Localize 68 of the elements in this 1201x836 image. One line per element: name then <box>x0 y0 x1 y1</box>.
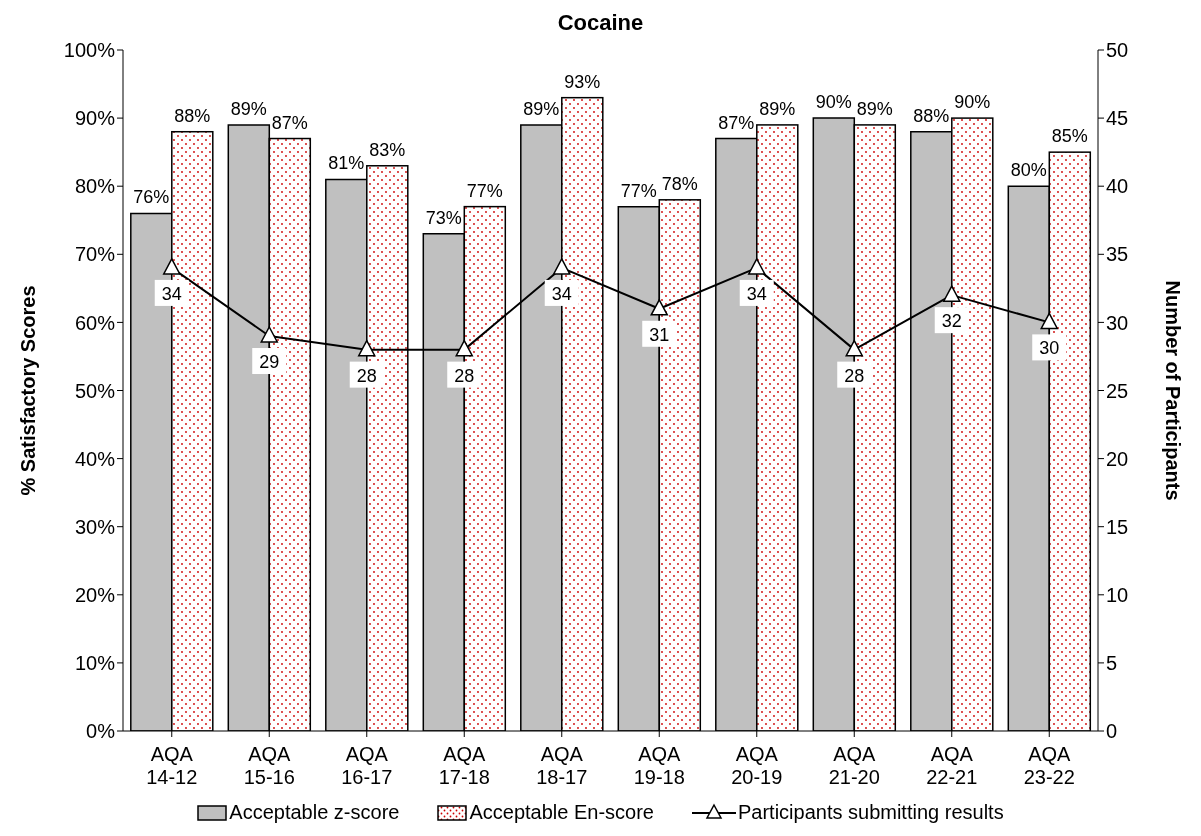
data-label: 28 <box>356 365 377 386</box>
data-label: 88% <box>913 105 950 126</box>
data-label: 80% <box>1010 160 1047 181</box>
y-tick-label: 90% <box>74 107 116 130</box>
y2-tick-label: 40 <box>1106 175 1129 198</box>
legend-label: Participants submitting results <box>737 801 1004 824</box>
x-tick-label: AQA 14-12 <box>146 743 198 788</box>
legend-label: Acceptable En-score <box>469 801 654 824</box>
data-label: 87% <box>718 112 755 133</box>
data-label: 83% <box>369 139 406 160</box>
data-label: 81% <box>328 153 365 174</box>
x-tick-label: AQA 15-16 <box>243 743 295 788</box>
y2-tick-label: 30 <box>1106 311 1129 334</box>
x-tick-label: AQA 20-19 <box>731 743 783 788</box>
x-tick-label: AQA 22-21 <box>926 743 978 788</box>
y-tick-label: 30% <box>74 515 116 538</box>
chart-title: Cocaine <box>556 9 645 37</box>
legend-label: Acceptable z-score <box>229 801 400 824</box>
y-tick-label: 50% <box>74 379 116 402</box>
data-label: 85% <box>1051 126 1088 147</box>
data-label: 87% <box>271 112 308 133</box>
y2-tick-label: 5 <box>1106 652 1118 674</box>
data-label: 29 <box>259 352 280 373</box>
y-axis-title: % Satisfactory Scores <box>17 285 40 496</box>
data-label: 28 <box>844 365 865 386</box>
y-tick-label: 10% <box>74 652 116 674</box>
data-label: 73% <box>425 207 462 228</box>
y2-tick-label: 20 <box>1106 447 1129 470</box>
data-label: 89% <box>759 98 796 119</box>
data-label: 90% <box>954 92 991 113</box>
y-tick-label: 40% <box>74 447 116 470</box>
data-label: 89% <box>523 98 560 119</box>
data-label: 31 <box>649 324 670 345</box>
data-label: 28 <box>454 365 475 386</box>
y2-axis-title: Number of Participants <box>1161 280 1184 501</box>
x-tick-label: AQA 21-20 <box>828 743 880 788</box>
data-label: 89% <box>856 98 893 119</box>
data-label: 30 <box>1039 338 1060 359</box>
data-label: 93% <box>564 71 601 92</box>
data-label: 76% <box>133 187 170 208</box>
data-label: 90% <box>815 92 852 113</box>
y2-tick-label: 45 <box>1106 107 1129 130</box>
data-label: 34 <box>746 283 767 304</box>
x-tick-label: AQA 18-17 <box>536 743 588 788</box>
y2-tick-label: 15 <box>1106 515 1129 538</box>
data-label: 34 <box>551 283 572 304</box>
y-tick-label: 80% <box>74 175 116 198</box>
x-tick-label: AQA 16-17 <box>341 743 393 788</box>
x-tick-label: AQA 17-18 <box>438 743 490 788</box>
y-tick-label: 70% <box>74 243 116 266</box>
y-tick-label: 20% <box>74 583 116 606</box>
x-tick-label: AQA 23-22 <box>1023 743 1075 788</box>
data-label: 34 <box>161 283 182 304</box>
y2-tick-label: 25 <box>1106 379 1129 402</box>
data-label: 77% <box>620 180 657 201</box>
y-tick-label: 0% <box>86 720 116 743</box>
data-label: 78% <box>661 173 698 194</box>
data-label: 88% <box>174 105 211 126</box>
y2-tick-label: 0 <box>1106 720 1118 743</box>
x-tick-label: AQA 19-18 <box>633 743 685 788</box>
y-tick-label: 100% <box>63 39 116 62</box>
data-label: 32 <box>941 311 962 332</box>
y2-tick-label: 10 <box>1106 583 1129 606</box>
data-label: 77% <box>466 180 503 201</box>
y2-tick-label: 50 <box>1106 39 1129 62</box>
data-label: 89% <box>230 98 267 119</box>
y2-tick-label: 35 <box>1106 243 1129 266</box>
y-tick-label: 60% <box>74 311 116 334</box>
